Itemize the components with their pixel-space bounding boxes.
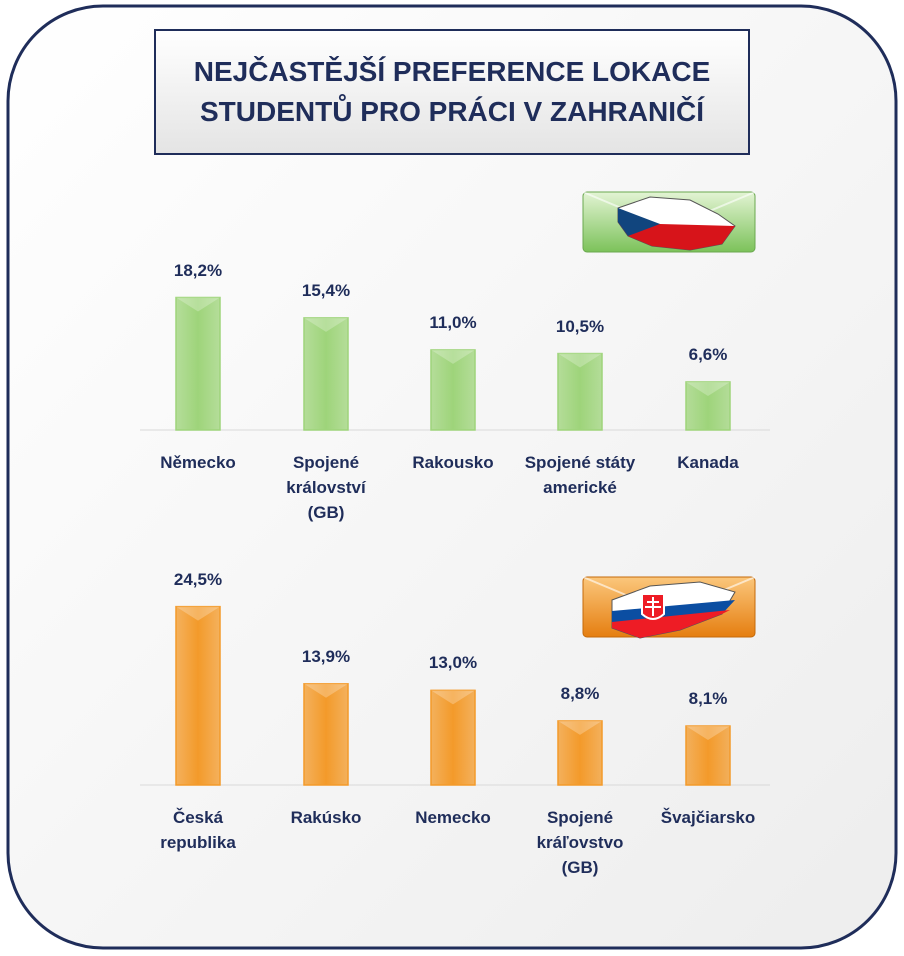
- bar-bevel: [686, 726, 730, 741]
- x-tick-label: Spojené státy americké: [524, 453, 636, 497]
- title-box: [154, 29, 750, 155]
- bar: [303, 317, 349, 431]
- bar-bevel: [431, 690, 475, 705]
- value-label: 15,4%: [301, 280, 351, 300]
- x-tick-label: Rakousko: [412, 453, 494, 472]
- value-label: 13,0%: [428, 653, 478, 673]
- value-label: 8,1%: [688, 689, 728, 709]
- x-tick-label: Nemecko: [415, 808, 491, 827]
- value-label: 10,5%: [555, 316, 605, 336]
- bar: [685, 381, 731, 431]
- bar-bevel: [304, 683, 348, 698]
- bar: [175, 605, 221, 786]
- bar: [175, 296, 221, 431]
- value-label: 11,0%: [429, 312, 477, 332]
- chart-title: NEJČASTĚJŠÍ PREFERENCE LOKACE STUDENTŮ P…: [193, 56, 711, 127]
- sk-badge: [582, 576, 756, 639]
- value-label: 13,9%: [301, 646, 351, 666]
- bar: [557, 720, 603, 786]
- bar: [303, 683, 349, 786]
- bar: [430, 689, 476, 786]
- cz-badge: [582, 191, 756, 253]
- bar-bevel: [431, 349, 475, 364]
- x-tick-label: Česká republika: [160, 808, 236, 852]
- x-tick-label: Kanada: [677, 453, 739, 472]
- x-tick-label: Švajčiarsko: [660, 808, 756, 827]
- bar-bevel: [558, 720, 602, 735]
- x-tick-label: Rakúsko: [290, 808, 362, 827]
- bar: [685, 725, 731, 786]
- bar-bevel: [176, 297, 220, 312]
- value-label: 24,5%: [173, 569, 223, 589]
- bar-bevel: [686, 381, 730, 396]
- bar-bevel: [558, 353, 602, 368]
- bar: [557, 352, 603, 431]
- x-tick-label: Spojené kráľovstvo (GB): [536, 808, 624, 877]
- bar: [430, 349, 476, 431]
- x-tick-label: Německo: [160, 453, 236, 472]
- x-tick-label: Spojené království (GB): [286, 453, 366, 522]
- bar-bevel: [304, 317, 348, 332]
- value-label: 18,2%: [173, 260, 223, 280]
- value-label: 8,8%: [560, 683, 600, 703]
- bar-bevel: [176, 606, 220, 621]
- value-label: 6,6%: [688, 344, 728, 364]
